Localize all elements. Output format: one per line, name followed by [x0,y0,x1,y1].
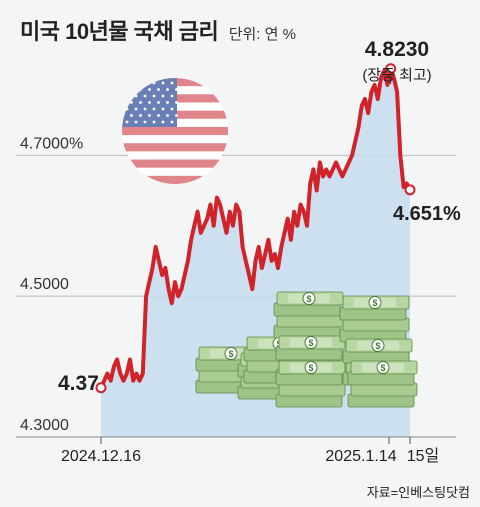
start-value-label: 4.37 [58,372,99,395]
chart-title: 미국 10년물 국채 금리 [20,19,219,44]
start-point-marker [95,382,107,394]
end-value-label: 4.651% [393,203,461,225]
y-tick-label-0: 4.7000% [20,135,83,152]
yield-series-line [99,66,412,390]
chart-header: 미국 10년물 국채 금리 단위: 연 % [20,14,296,46]
us-flag-icon [122,78,228,184]
peak-point-marker [385,63,397,75]
peak-note-label: (장중 최고) [362,67,431,84]
y-tick-label-1: 4.5000 [20,276,69,293]
unit-label: 단위: 연 % [228,26,296,43]
y-tick-label-2: 4.3000 [20,417,69,434]
x-tick-label-start: 2024.12.16 [61,448,141,465]
source-label: 자료=인베스팅닷컴 [366,485,470,500]
peak-value-label: 4.8230 [365,38,429,61]
x-tick-label-15: 15일 [407,447,440,465]
y-axis-ticks: 4.7000% 4.5000 4.3000 [20,135,83,434]
x-tick-label-jan14: 2025.1.14 [325,448,396,465]
end-point-marker [404,184,416,196]
